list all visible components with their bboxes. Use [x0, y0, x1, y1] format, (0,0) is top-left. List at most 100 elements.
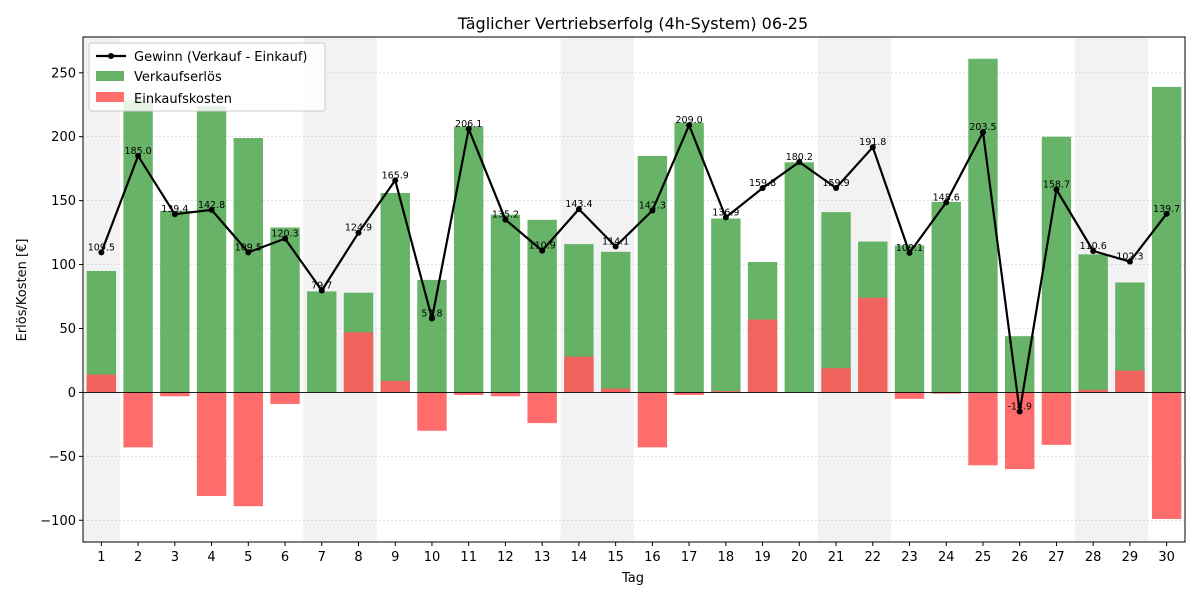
- revenue-bar: [86, 270, 117, 393]
- legend-cost-label: Einkaufskosten: [134, 92, 232, 107]
- profit-data-label: 110.9: [529, 241, 556, 252]
- x-tick-label: 21: [828, 550, 845, 565]
- revenue-bar: [270, 227, 300, 393]
- x-tick-label: 26: [1011, 550, 1028, 565]
- y-tick-label: −50: [49, 450, 76, 465]
- cost-bar: [564, 356, 594, 393]
- cost-bar: [931, 392, 961, 394]
- profit-data-label: 114.1: [602, 237, 629, 248]
- revenue-bar: [417, 279, 447, 393]
- cost-bar: [600, 388, 631, 393]
- y-axis-label: Erlös/Kosten [€]: [15, 239, 30, 342]
- x-tick-label: 23: [901, 550, 918, 565]
- cost-bar: [747, 319, 778, 393]
- revenue-bar: [233, 138, 263, 393]
- cost-bar: [454, 392, 484, 395]
- x-tick-label: 3: [171, 550, 179, 565]
- profit-data-label: 139.7: [1153, 204, 1180, 215]
- profit-marker: [943, 199, 950, 206]
- profit-marker: [392, 177, 399, 184]
- x-tick-label: 18: [718, 550, 735, 565]
- profit-data-label: 102.3: [1116, 252, 1143, 263]
- profit-marker: [135, 152, 142, 159]
- legend: Gewinn (Verkauf - Einkauf) Verkaufserlös…: [88, 42, 326, 112]
- x-tick-label: 5: [244, 550, 252, 565]
- revenue-bar: [490, 214, 521, 393]
- profit-marker: [208, 206, 215, 213]
- legend-revenue-label: Verkaufserlös: [134, 70, 222, 85]
- profit-marker: [979, 129, 986, 136]
- profit-data-label: 110.6: [1080, 241, 1107, 252]
- revenue-bar: [821, 212, 851, 393]
- profit-data-label: 142.8: [198, 200, 225, 211]
- profit-marker: [1016, 408, 1023, 415]
- profit-marker: [1090, 248, 1097, 255]
- y-tick-label: −100: [40, 514, 76, 529]
- profit-data-label: 120.3: [271, 229, 298, 240]
- y-tick-label: 200: [51, 130, 76, 145]
- x-tick-label: 19: [754, 550, 771, 565]
- profit-marker: [833, 184, 840, 191]
- profit-data-label: 191.8: [859, 137, 886, 148]
- profit-data-label: 158.7: [1043, 180, 1070, 191]
- profit-line: [100, 124, 1168, 413]
- x-axis-label: Tag: [621, 571, 644, 586]
- x-tick-label: 4: [207, 550, 215, 565]
- x-tick-label: 17: [681, 550, 698, 565]
- profit-marker: [171, 211, 178, 218]
- x-tick-label: 15: [607, 550, 624, 565]
- cost-bar: [674, 392, 704, 395]
- cost-bar: [858, 297, 888, 393]
- profit-marker: [722, 214, 729, 221]
- x-tick-label: 27: [1048, 550, 1065, 565]
- profit-marker: [245, 249, 252, 256]
- profit-marker: [98, 249, 105, 256]
- profit-data-label: 165.9: [382, 170, 409, 181]
- profit-marker: [539, 247, 546, 254]
- profit-marker: [1053, 186, 1060, 193]
- legend-profit-marker: [108, 53, 114, 59]
- cost-bar: [490, 392, 521, 397]
- cost-bar: [196, 392, 227, 496]
- legend-profit-label: Gewinn (Verkauf - Einkauf): [134, 50, 307, 65]
- profit-data-label: 124.9: [345, 223, 372, 234]
- x-tick-label: 25: [975, 550, 992, 565]
- cost-bar: [160, 392, 190, 397]
- revenue-bar: [307, 291, 337, 393]
- profit-marker: [355, 229, 362, 236]
- y-tick-label: 250: [51, 66, 76, 81]
- profit-data-label: 136.9: [712, 207, 739, 218]
- profit-marker: [465, 125, 472, 132]
- y-tick-label: 50: [59, 322, 76, 337]
- profit-marker: [649, 207, 656, 214]
- cost-bar: [1115, 370, 1145, 393]
- profit-marker: [612, 243, 619, 250]
- legend-cost-swatch: [96, 92, 124, 102]
- revenue-bar: [600, 251, 631, 393]
- profit-marker: [759, 185, 766, 192]
- y-tick-label: 100: [51, 258, 76, 273]
- cost-bar: [1151, 392, 1182, 519]
- profit-data-label: 109.5: [235, 242, 262, 253]
- x-tick-label: 6: [281, 550, 289, 565]
- cost-bar: [123, 392, 153, 448]
- revenue-bar: [123, 99, 153, 393]
- profit-marker: [796, 159, 803, 166]
- revenue-bar: [160, 210, 190, 393]
- x-tick-label: 9: [391, 550, 399, 565]
- y-tick-label: 0: [68, 386, 76, 401]
- cost-bar: [270, 392, 300, 404]
- x-tick-label: 30: [1158, 550, 1175, 565]
- revenue-bar: [784, 162, 814, 393]
- cost-bar: [380, 380, 410, 393]
- profit-marker: [1126, 258, 1133, 265]
- cost-bar: [1041, 392, 1072, 445]
- revenue-bar: [968, 58, 998, 393]
- x-tick-label: 28: [1085, 550, 1102, 565]
- x-tick-label: 14: [571, 550, 588, 565]
- revenue-bar: [637, 155, 668, 393]
- profit-marker: [318, 287, 325, 294]
- legend-revenue-swatch: [96, 71, 124, 81]
- x-tick-label: 22: [864, 550, 881, 565]
